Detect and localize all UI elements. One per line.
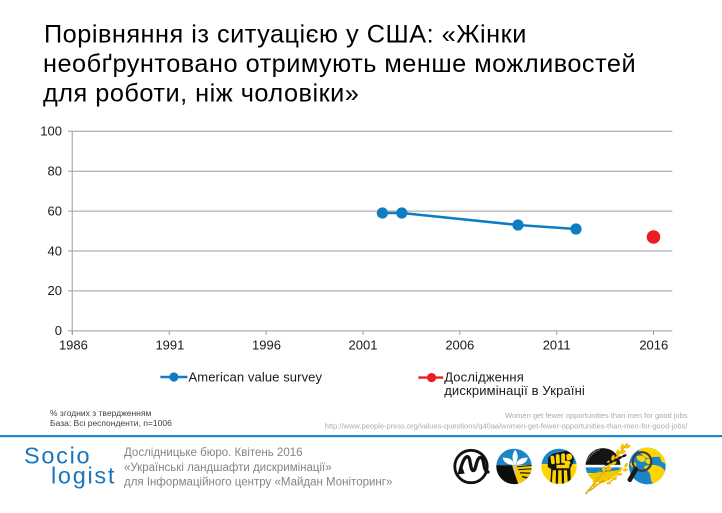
svg-text:40: 40: [48, 243, 62, 258]
svg-text:Дослідження: Дослідження: [444, 370, 524, 385]
svg-text:1991: 1991: [155, 338, 184, 353]
svg-text:1986: 1986: [59, 338, 88, 353]
svg-text:Socio: Socio: [24, 443, 91, 469]
svg-text:необґрунтовано отримують менше: необґрунтовано отримують менше можливост…: [43, 50, 636, 78]
svg-text:Women get fewer opportunities: Women get fewer opportunities than men f…: [505, 411, 688, 420]
svg-text:1996: 1996: [252, 338, 281, 353]
svg-text:2011: 2011: [543, 338, 571, 353]
svg-text:2001: 2001: [349, 338, 378, 353]
svg-text:Дослідницьке бюро. Квітень 201: Дослідницьке бюро. Квітень 2016: [124, 447, 303, 459]
svg-text:2006: 2006: [445, 338, 474, 353]
svg-text:American value survey: American value survey: [189, 370, 323, 385]
svg-text:«Українські ландшафти дискримі: «Українські ландшафти дискримінації»: [124, 462, 332, 474]
svg-text:http://www.people-press.org/va: http://www.people-press.org/values-quest…: [325, 421, 689, 430]
svg-text:2016: 2016: [639, 338, 668, 353]
svg-text:% згодних з твердженням: % згодних з твердженням: [50, 408, 151, 418]
svg-text:80: 80: [48, 164, 62, 179]
svg-text:logist: logist: [51, 463, 116, 489]
svg-text:для роботи, ніж чоловіки»: для роботи, ніж чоловіки»: [43, 79, 359, 107]
svg-text:100: 100: [40, 124, 62, 139]
svg-text:База: Всі респонденти, n=1006: База: Всі респонденти, n=1006: [50, 418, 172, 428]
svg-text:20: 20: [48, 283, 62, 298]
svg-text:0: 0: [55, 323, 62, 338]
svg-text:60: 60: [48, 203, 62, 218]
svg-text:Порівняння із ситуацією у США:: Порівняння із ситуацією у США: «Жінки: [44, 21, 527, 49]
svg-text:дискримінації в Україні: дискримінації в Україні: [444, 383, 585, 398]
svg-text:для Інформаційного центру «Май: для Інформаційного центру «Майдан Моніто…: [124, 477, 392, 489]
